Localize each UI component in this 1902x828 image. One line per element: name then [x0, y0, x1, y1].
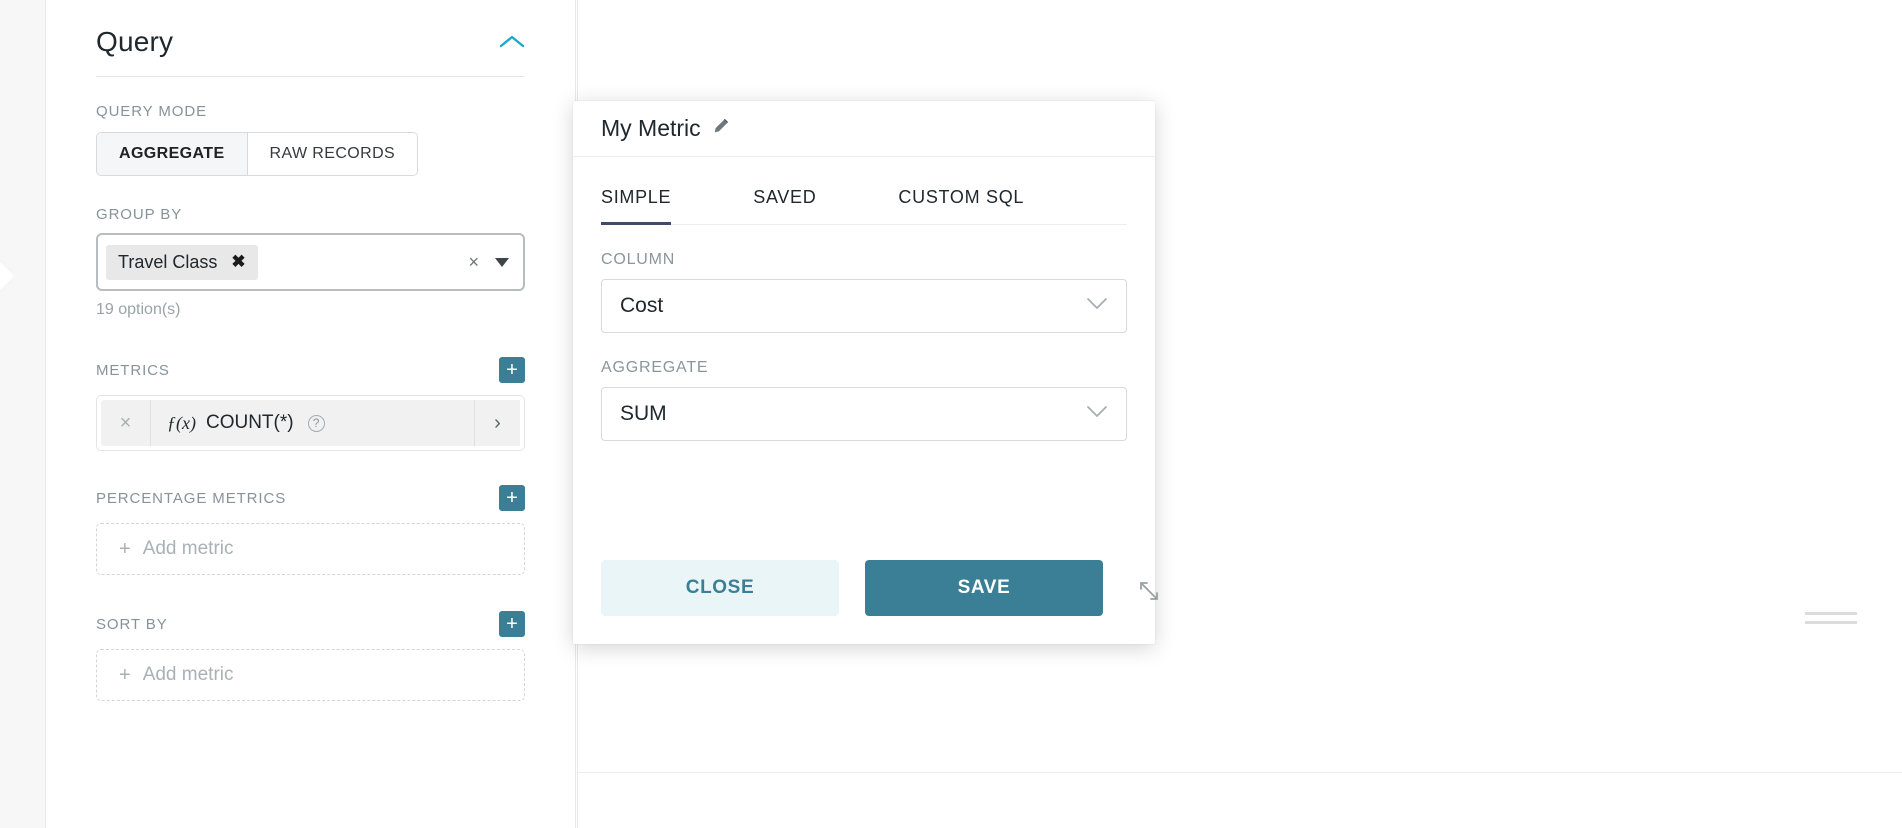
- add-percentage-metric-button[interactable]: +: [499, 485, 525, 511]
- chevron-right-icon[interactable]: ›: [474, 400, 520, 446]
- plus-icon: +: [119, 537, 131, 560]
- column-field: COLUMN Cost: [601, 251, 1127, 333]
- group-by-tag[interactable]: Travel Class ✖: [106, 244, 258, 280]
- column-value: Cost: [620, 294, 664, 317]
- panel-divider: [96, 76, 525, 77]
- metric-body[interactable]: ƒ(x) COUNT(*) ?: [151, 400, 474, 446]
- caret-down-icon[interactable]: [495, 257, 509, 267]
- query-mode-section: QUERY MODE AGGREGATE RAW RECORDS: [70, 103, 551, 176]
- percentage-metrics-section: PERCENTAGE METRICS + + Add metric: [70, 485, 551, 575]
- sort-by-header: SORT BY +: [96, 611, 525, 637]
- popover-header: My Metric: [573, 101, 1155, 157]
- plus-icon: +: [119, 663, 131, 686]
- column-select[interactable]: Cost: [601, 279, 1127, 333]
- drag-handle[interactable]: [1805, 612, 1857, 630]
- metric-editor-popover: My Metric SIMPLE SAVED CUSTOM SQL COLUMN…: [573, 101, 1158, 644]
- sort-by-label: SORT BY: [96, 615, 168, 633]
- sort-by-placeholder: Add metric: [142, 664, 234, 685]
- percentage-metrics-dropzone[interactable]: + Add metric: [96, 523, 525, 575]
- function-icon: ƒ(x): [167, 412, 196, 433]
- close-icon[interactable]: ✖: [231, 252, 246, 271]
- group-by-label: GROUP BY: [96, 206, 183, 223]
- tab-saved[interactable]: SAVED: [753, 187, 817, 207]
- aggregate-select[interactable]: SUM: [601, 387, 1127, 441]
- clear-icon[interactable]: ×: [468, 252, 479, 272]
- percentage-metrics-placeholder: Add metric: [142, 538, 234, 559]
- percentage-metrics-header: PERCENTAGE METRICS +: [96, 485, 525, 511]
- metric-label: COUNT(*): [205, 412, 294, 433]
- popover-title: My Metric: [601, 115, 701, 141]
- save-button[interactable]: SAVE: [865, 560, 1103, 616]
- chevron-up-icon[interactable]: [499, 34, 525, 50]
- resize-handle-icon[interactable]: [1137, 579, 1161, 608]
- add-sort-by-button[interactable]: +: [499, 611, 525, 637]
- canvas-bottom-divider: [577, 772, 1902, 773]
- sort-by-dropzone[interactable]: + Add metric: [96, 649, 525, 701]
- sort-by-section: SORT BY + + Add metric: [70, 611, 551, 701]
- query-mode-toggle[interactable]: AGGREGATE RAW RECORDS: [96, 132, 419, 176]
- page-title: Query: [96, 26, 174, 57]
- help-icon[interactable]: ?: [307, 414, 325, 432]
- tabs-divider: [601, 224, 1127, 225]
- group-by-section: GROUP BY Travel Class ✖ × 19 option(s): [70, 206, 551, 319]
- group-by-select-controls: ×: [468, 253, 509, 271]
- column-label: COLUMN: [601, 251, 676, 268]
- query-panel-header[interactable]: Query: [70, 0, 551, 58]
- chevron-down-icon[interactable]: [1086, 297, 1108, 316]
- query-mode-raw-records-button[interactable]: RAW RECORDS: [247, 133, 418, 175]
- aggregate-field: AGGREGATE SUM: [601, 359, 1127, 441]
- query-mode-aggregate-button[interactable]: AGGREGATE: [97, 133, 248, 175]
- close-button[interactable]: CLOSE: [601, 560, 839, 616]
- group-by-helper-text: 19 option(s): [96, 301, 181, 318]
- metrics-list: × ƒ(x) COUNT(*) ? ›: [96, 395, 525, 451]
- add-metric-button[interactable]: +: [499, 357, 525, 383]
- tab-simple[interactable]: SIMPLE: [601, 175, 672, 225]
- group-by-select[interactable]: Travel Class ✖ ×: [96, 233, 525, 291]
- popover-actions: CLOSE SAVE: [601, 560, 1158, 616]
- remove-metric-icon[interactable]: ×: [101, 400, 151, 446]
- popover-body: COLUMN Cost AGGREGATE SUM: [573, 251, 1155, 441]
- metrics-section: METRICS + × ƒ(x) COUNT(*) ? ›: [70, 357, 551, 451]
- aggregate-value: SUM: [620, 402, 667, 425]
- left-rail: [0, 0, 46, 828]
- query-control-panel: Query QUERY MODE AGGREGATE RAW RECORDS G…: [46, 0, 576, 828]
- pencil-icon[interactable]: [711, 117, 730, 141]
- tab-custom-sql[interactable]: CUSTOM SQL: [898, 187, 1025, 207]
- query-mode-label: QUERY MODE: [96, 103, 207, 120]
- popover-tabs[interactable]: SIMPLE SAVED CUSTOM SQL: [573, 175, 1155, 225]
- group-by-tag-label: Travel Class: [118, 251, 218, 272]
- chevron-down-icon[interactable]: [1086, 405, 1108, 424]
- aggregate-label: AGGREGATE: [601, 359, 709, 376]
- list-item[interactable]: × ƒ(x) COUNT(*) ? ›: [101, 400, 520, 446]
- metrics-header: METRICS +: [96, 357, 525, 383]
- metrics-label: METRICS: [96, 361, 170, 379]
- percentage-metrics-label: PERCENTAGE METRICS: [96, 489, 287, 507]
